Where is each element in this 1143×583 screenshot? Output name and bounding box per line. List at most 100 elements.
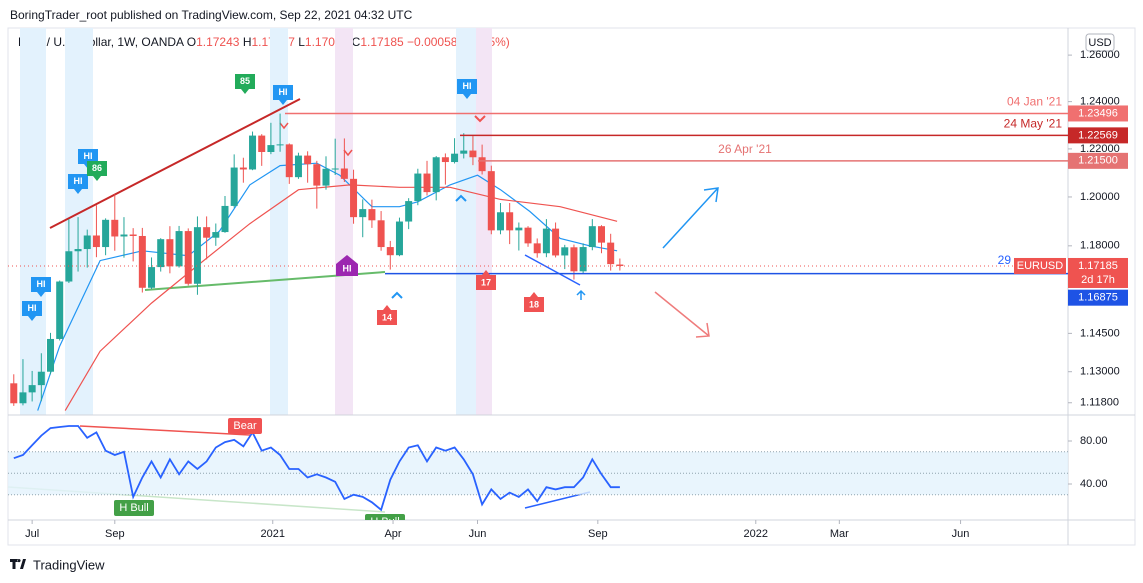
candle-body	[588, 226, 596, 248]
candle-body	[331, 168, 339, 170]
ohlc-value: 1.17185	[360, 35, 404, 49]
candle-body	[616, 264, 624, 266]
band	[456, 28, 476, 415]
badge	[476, 270, 496, 290]
oscillator-tag	[228, 418, 262, 434]
chevron	[391, 291, 403, 299]
badge	[336, 255, 358, 276]
candle-body	[533, 243, 541, 254]
candle-body	[166, 239, 174, 267]
price-tag	[1068, 257, 1128, 288]
candle-body	[285, 144, 293, 178]
candle-body	[496, 212, 504, 231]
candle-body	[460, 150, 468, 154]
candle-body	[340, 168, 348, 179]
candle-body	[10, 383, 18, 404]
candle-body	[83, 235, 91, 250]
band	[270, 28, 288, 415]
candle-body	[120, 234, 128, 237]
badge	[273, 85, 293, 105]
candle-body	[92, 235, 100, 248]
candle-body	[561, 247, 569, 256]
y-tick-label: 1.20000	[1080, 191, 1120, 203]
ticker-tag	[1014, 257, 1066, 274]
candle-body	[37, 371, 45, 386]
band	[335, 28, 353, 415]
footer-logo	[10, 559, 26, 569]
oscillator-tag	[114, 500, 154, 516]
candle-body	[249, 135, 257, 170]
badge-label: HI	[37, 279, 46, 289]
chevron	[474, 115, 486, 123]
badge	[87, 161, 107, 181]
badge-label: 85	[240, 76, 250, 86]
candle-body	[515, 227, 523, 231]
price-tag-label: 1.17185	[1078, 260, 1118, 272]
candle-body	[276, 144, 284, 146]
candle-body	[597, 226, 605, 243]
moving-average	[64, 184, 618, 411]
y-tick-label: 40.00	[1080, 478, 1108, 490]
badge-label: HI	[28, 303, 37, 313]
ohlc-prefix: C	[351, 35, 361, 49]
x-tick-label: Jun	[952, 528, 970, 540]
candle-body	[157, 239, 165, 268]
candle-body	[129, 234, 137, 236]
candle-body	[28, 385, 36, 393]
candle-body	[487, 171, 495, 231]
y-tick-label: 1.11800	[1080, 397, 1119, 409]
candle-body	[423, 173, 431, 193]
candle-body	[395, 221, 403, 256]
highlight-bands	[20, 28, 492, 415]
candle-body	[230, 167, 238, 206]
candle-body	[377, 220, 385, 248]
candle-body	[478, 157, 486, 172]
publisher: BoringTrader_root published on TradingVi…	[10, 8, 413, 22]
candle-body	[19, 392, 27, 404]
candle-body	[313, 164, 321, 186]
level-tag-label: 1.21500	[1078, 155, 1118, 167]
candle-body	[432, 157, 440, 193]
arrow	[654, 291, 710, 338]
candle-body	[368, 209, 376, 221]
candle-body	[304, 155, 312, 165]
y-tick-label: 1.13000	[1080, 366, 1120, 378]
candle-body	[579, 247, 587, 272]
candle-body	[506, 212, 514, 231]
badge	[235, 74, 255, 94]
level-date: 24 May '21	[1004, 117, 1063, 131]
footer-brand: TradingView	[33, 557, 105, 572]
candle-body	[138, 235, 146, 288]
fragment: 29	[998, 253, 1012, 267]
badge-label: HI	[74, 176, 83, 186]
badge-label: 18	[529, 299, 539, 309]
candle-body	[184, 231, 192, 284]
badge-label: HI	[343, 263, 352, 273]
ohlc-prefix: O	[186, 35, 197, 49]
level-tag-label: 1.22569	[1078, 129, 1118, 141]
y-tick-label: 1.26000	[1080, 49, 1120, 61]
x-tick-label: 2021	[260, 528, 284, 540]
candle-body	[414, 173, 422, 202]
y-tick-label: 80.00	[1080, 435, 1108, 447]
x-tick-label: Apr	[384, 528, 401, 540]
badge-label: HI	[279, 87, 288, 97]
candle-body	[267, 145, 275, 152]
badge-label: 17	[481, 277, 491, 287]
arrow	[662, 187, 719, 249]
candle-body	[552, 228, 560, 256]
x-tick-label: 2022	[744, 528, 768, 540]
ohlc-prefix: H	[242, 35, 252, 49]
x-tick-label: Sep	[588, 528, 608, 540]
y-tick-label: 1.14500	[1080, 327, 1120, 339]
candle-body	[111, 219, 119, 237]
level-tag	[1068, 127, 1128, 144]
candle-body	[148, 267, 156, 288]
oscillator-line	[13, 425, 620, 512]
chevron	[279, 122, 289, 130]
candle-body	[386, 247, 394, 256]
band	[476, 28, 492, 415]
badge-label: 86	[92, 163, 102, 173]
level-date: 04 Jan '21	[1007, 95, 1062, 109]
